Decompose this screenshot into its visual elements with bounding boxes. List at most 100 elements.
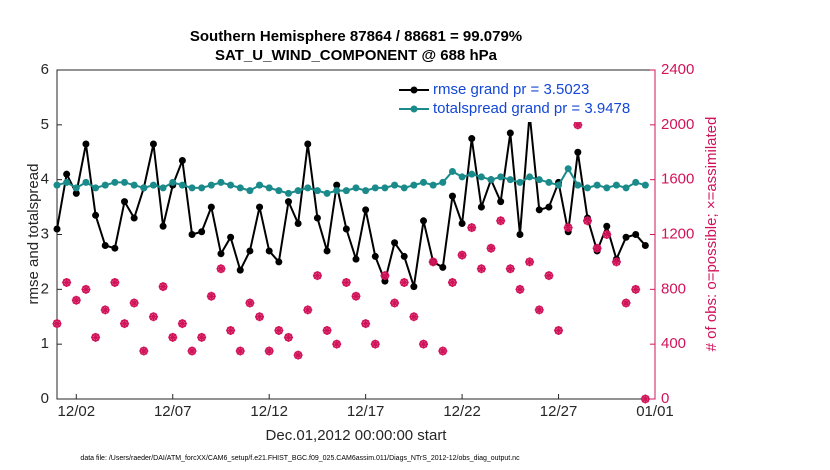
obs-assimilated xyxy=(467,223,477,233)
obs-marker xyxy=(293,350,303,360)
series-marker xyxy=(140,184,148,192)
obs-marker xyxy=(419,339,429,349)
series-marker xyxy=(178,181,186,189)
obs-marker xyxy=(148,312,158,322)
series-marker xyxy=(217,250,225,258)
series-marker xyxy=(526,173,534,181)
series-marker xyxy=(632,178,640,186)
obs-marker xyxy=(322,325,332,335)
obs-assimilated xyxy=(640,394,650,404)
obs-marker xyxy=(177,319,187,329)
obs-marker xyxy=(91,332,101,342)
series-marker xyxy=(265,247,273,255)
series-marker xyxy=(121,178,129,186)
series-marker xyxy=(574,148,582,156)
obs-marker xyxy=(139,346,149,356)
obs-marker xyxy=(380,271,390,281)
obs-marker xyxy=(525,257,535,267)
obs-marker xyxy=(592,243,602,253)
obs-marker xyxy=(197,332,207,342)
y2-tick-label: 0 xyxy=(661,390,669,407)
obs-assimilated xyxy=(226,325,236,335)
series-marker xyxy=(236,266,244,274)
obs-assimilated xyxy=(631,284,641,294)
obs-marker xyxy=(255,312,265,322)
obs-assimilated xyxy=(52,319,62,329)
obs-marker xyxy=(544,271,554,281)
y-tick-label: 2 xyxy=(41,280,49,297)
obs-marker xyxy=(332,339,342,349)
series-marker xyxy=(477,173,485,181)
obs-assimilated xyxy=(582,216,592,226)
obs-marker xyxy=(496,216,506,226)
series-marker xyxy=(545,203,553,211)
obs-marker xyxy=(457,250,467,260)
obs-assimilated xyxy=(91,332,101,342)
obs-marker xyxy=(158,282,168,292)
series-marker xyxy=(275,258,283,266)
series-marker xyxy=(371,184,379,192)
series-marker xyxy=(458,220,466,228)
obs-marker xyxy=(467,223,477,233)
series-marker xyxy=(207,181,215,189)
obs-marker xyxy=(312,271,322,281)
obs-assimilated xyxy=(457,250,467,260)
obs-marker xyxy=(428,257,438,267)
obs-marker xyxy=(390,298,400,308)
obs-marker xyxy=(226,325,236,335)
series-marker xyxy=(603,222,611,230)
x-tick-label: 12/22 xyxy=(443,403,481,420)
series-marker xyxy=(72,189,80,197)
obs-marker xyxy=(486,243,496,253)
series-marker xyxy=(362,206,370,214)
series-marker xyxy=(130,214,138,222)
series-marker xyxy=(82,140,90,148)
series-marker xyxy=(622,184,630,192)
series-marker xyxy=(564,165,572,173)
obs-assimilated xyxy=(361,319,371,329)
obs-marker xyxy=(303,305,313,315)
x-tick-label: 12/02 xyxy=(58,403,96,420)
series-marker xyxy=(246,187,254,195)
series-marker xyxy=(53,225,61,233)
series-marker xyxy=(188,231,196,238)
series-marker xyxy=(352,184,360,192)
series-marker xyxy=(506,176,514,184)
obs-marker xyxy=(341,277,351,287)
obs-assimilated xyxy=(544,271,554,281)
series-marker xyxy=(217,178,225,186)
obs-assimilated xyxy=(563,223,573,233)
obs-marker xyxy=(515,284,525,294)
y-axis-label: rmse and totalspread xyxy=(25,164,42,305)
y-tick-label: 6 xyxy=(41,61,49,78)
series-marker xyxy=(149,140,157,148)
y-tick-label: 1 xyxy=(41,335,49,352)
series-marker xyxy=(516,231,524,238)
series-marker xyxy=(641,241,649,249)
series-marker xyxy=(304,184,312,192)
series-marker xyxy=(516,178,524,186)
obs-marker xyxy=(52,319,62,329)
obs-marker xyxy=(447,277,457,287)
series-marker xyxy=(400,252,408,260)
y-tick-label: 3 xyxy=(41,225,49,242)
series-marker xyxy=(362,187,370,195)
series-marker xyxy=(429,181,437,189)
series-marker xyxy=(323,189,331,197)
obs-assimilated xyxy=(255,312,265,322)
obs-marker xyxy=(409,312,419,322)
series-marker xyxy=(477,203,485,211)
x-tick-label: 12/27 xyxy=(540,403,578,420)
series-marker xyxy=(198,228,206,236)
obs-assimilated xyxy=(71,295,81,305)
series-marker xyxy=(265,184,273,192)
obs-assimilated xyxy=(245,298,255,308)
obs-marker xyxy=(120,319,130,329)
obs-assimilated xyxy=(515,284,525,294)
y2-axis-label: # of obs: o=possible; ×=assimilated xyxy=(703,117,720,352)
series-marker xyxy=(641,181,649,189)
obs-marker xyxy=(602,230,612,239)
obs-assimilated xyxy=(274,325,284,335)
series-marker xyxy=(198,184,206,192)
series-marker xyxy=(121,198,129,206)
